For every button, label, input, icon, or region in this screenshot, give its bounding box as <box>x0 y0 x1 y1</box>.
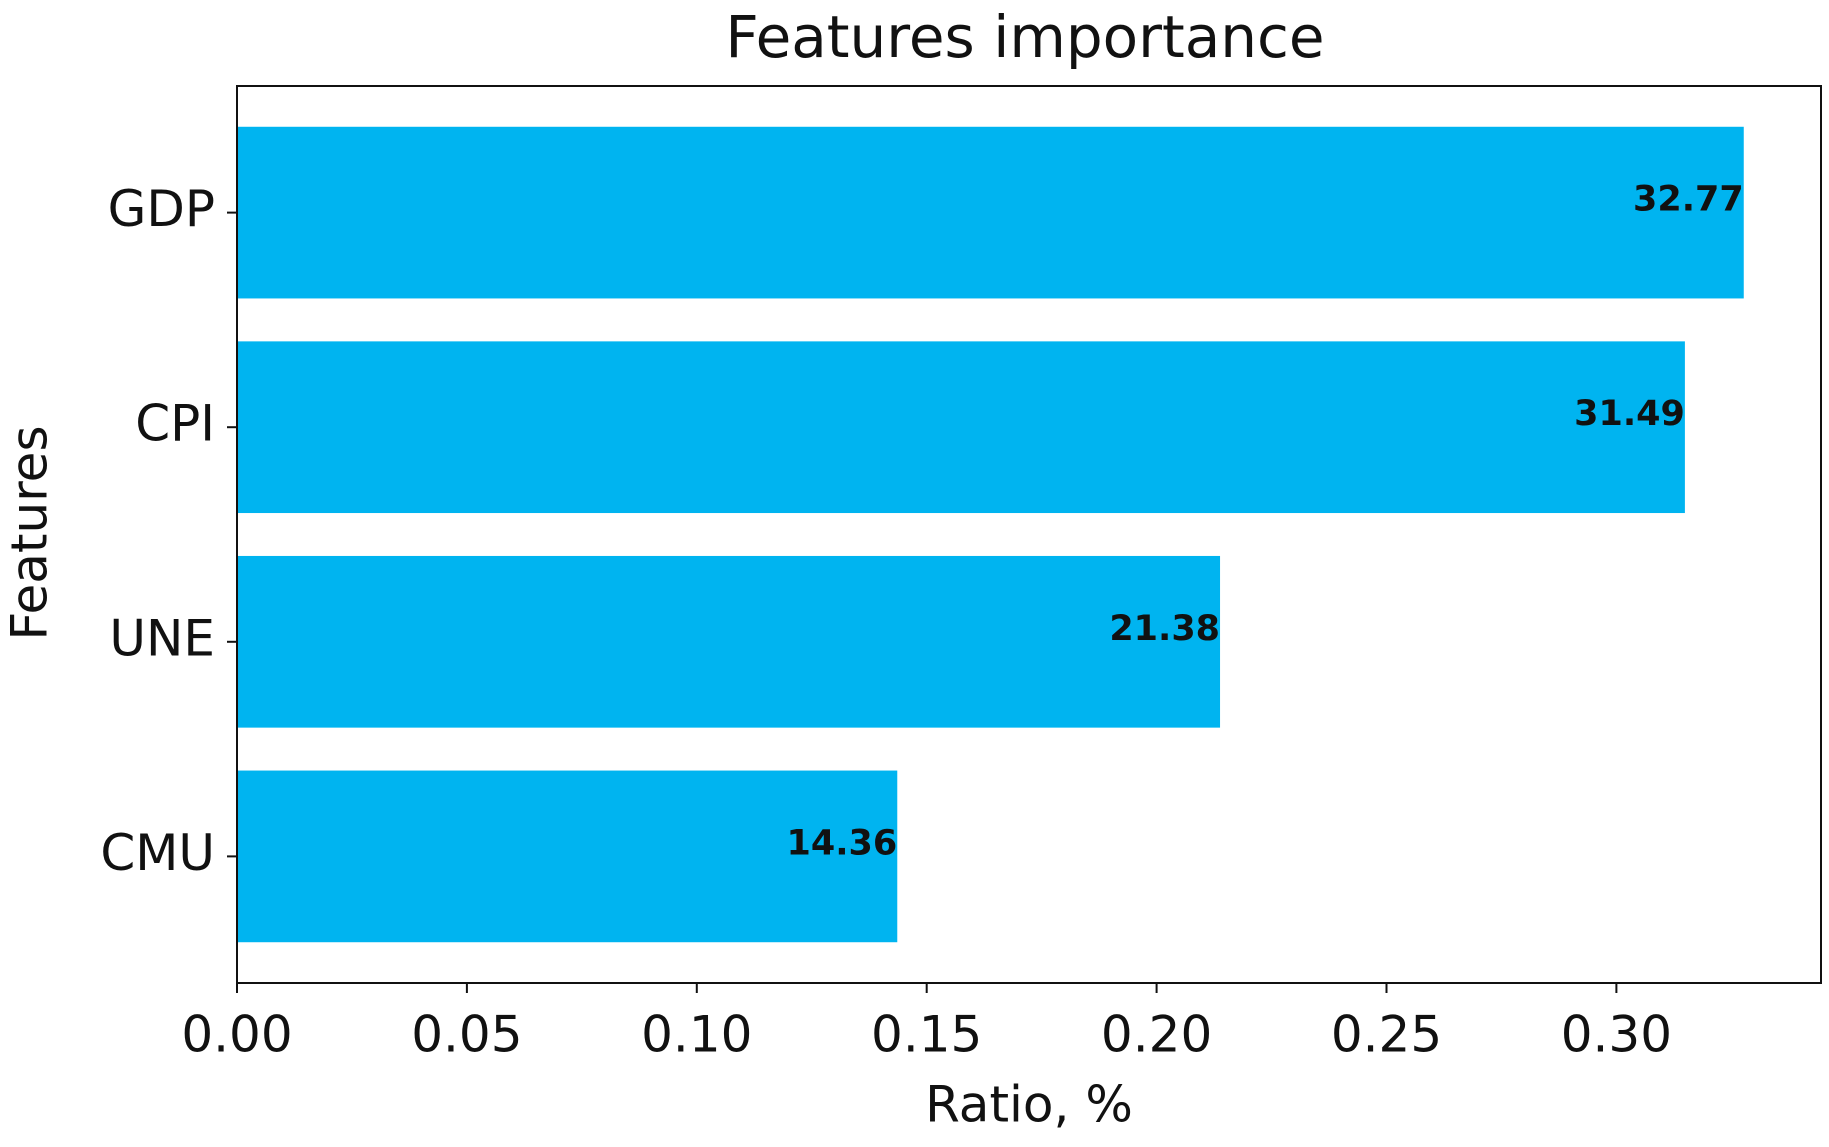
value-label: 32.77 <box>1633 180 1744 220</box>
x-tick-label: 0.15 <box>871 1006 982 1064</box>
y-tick-label: CMU <box>100 824 215 882</box>
bar <box>237 126 1744 299</box>
x-axis-label: Ratio, % <box>925 1076 1133 1134</box>
y-tick-label: UNE <box>109 609 215 667</box>
value-label: 21.38 <box>1109 609 1220 649</box>
x-tick-label: 0.00 <box>181 1006 292 1064</box>
y-tick-label: CPI <box>135 395 215 453</box>
bar <box>237 770 898 943</box>
bar <box>237 341 1685 514</box>
y-axis-label: Features <box>1 426 59 641</box>
value-label: 14.36 <box>787 823 898 863</box>
x-tick-label: 0.30 <box>1561 1006 1672 1064</box>
y-tick-label: GDP <box>108 180 215 238</box>
plot-frame <box>236 85 1822 984</box>
x-tick-label: 0.20 <box>1101 1006 1212 1064</box>
x-tick-label: 0.05 <box>411 1006 522 1064</box>
bar <box>237 555 1221 728</box>
value-label: 31.49 <box>1574 394 1685 434</box>
x-tick-label: 0.10 <box>641 1006 752 1064</box>
x-tick-label: 0.25 <box>1331 1006 1442 1064</box>
chart-title: Features importance <box>725 3 1324 71</box>
